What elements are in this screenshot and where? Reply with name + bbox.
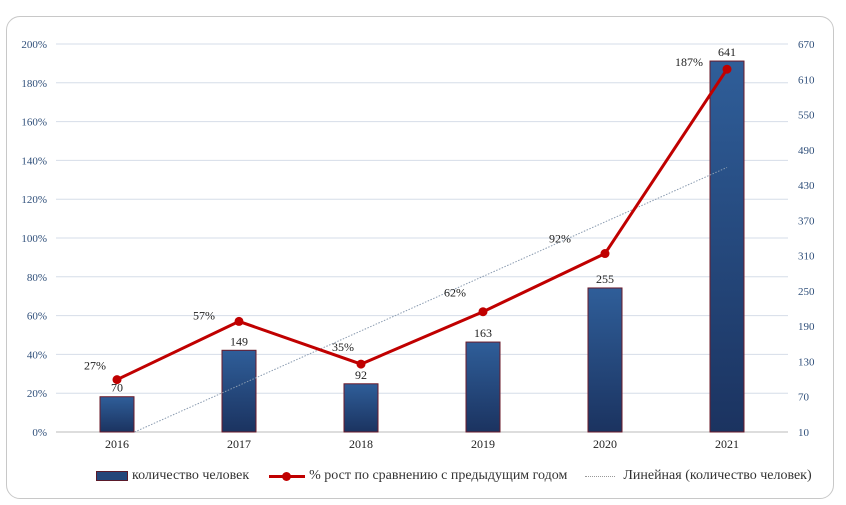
right-axis-tick: 430 [798,180,815,192]
bar-data-label: 92 [355,368,367,382]
growth-point [112,375,122,385]
bar [587,287,623,433]
left-axis-tick: 100% [21,233,47,245]
bar [343,383,379,433]
legend: количество человек % рост по сравнению с… [96,468,812,484]
legend-trend-label: Линейная (количество человек) [623,468,812,483]
growth-data-label: 35% [332,340,354,354]
growth-data-label: 62% [444,286,466,300]
x-axis-tick: 2021 [715,437,739,451]
bar-data-label: 149 [230,334,248,348]
right-axis-tick: 310 [798,251,815,263]
right-axis-tick: 250 [798,286,815,298]
right-axis-tick: 190 [798,321,815,333]
bar [99,396,135,433]
left-axis-tick: 40% [27,349,47,361]
growth-point [356,359,366,369]
x-axis-tick: 2019 [471,437,495,451]
bar-data-label: 641 [718,45,736,59]
bar-data-label: 163 [474,326,492,340]
right-axis-tick: 370 [798,215,815,227]
left-axis-tick: 180% [21,78,47,90]
growth-data-label: 27% [84,359,106,373]
growth-data-label: 57% [193,308,215,322]
left-axis-tick: 160% [21,117,47,129]
left-axis-tick: 140% [21,155,47,167]
legend-trend-swatch [585,475,616,477]
growth-line [116,68,729,381]
left-axis-tick: 120% [21,194,47,206]
right-axis-tick: 130 [798,356,815,368]
right-axis-tick: 610 [798,74,815,86]
left-axis-tick: 0% [32,427,47,439]
bar [221,349,257,433]
growth-data-label: 92% [549,232,571,246]
bar-data-label: 70 [111,381,123,395]
x-axis-tick: 2016 [105,437,129,451]
growth-point [478,307,488,317]
x-axis-tick: 2017 [227,437,251,451]
left-axis-tick: 200% [21,39,47,51]
bar-data-label: 255 [596,272,614,286]
x-axis-tick: 2018 [349,437,373,451]
legend-bar-label: количество человек [132,468,250,483]
x-axis-tick: 2020 [593,437,617,451]
right-axis-tick: 670 [798,39,815,51]
bar [709,60,745,433]
left-axis-tick: 60% [27,311,47,323]
legend-bar-swatch [96,471,128,481]
right-axis-tick: 550 [798,110,815,122]
trendline [134,166,728,433]
growth-point [600,249,610,259]
chart-frame [6,16,834,499]
left-axis-tick: 20% [27,388,47,400]
legend-line-label: % рост по сравнению с предыдущим годом [309,468,568,483]
growth-data-label: 187% [675,55,703,69]
growth-point [722,64,732,74]
right-axis-tick: 10 [798,427,810,439]
right-axis-tick: 70 [798,392,810,404]
growth-point [234,316,244,326]
bar [465,341,501,433]
left-axis-tick: 80% [27,272,47,284]
right-axis-tick: 490 [798,145,815,157]
legend-line-swatch [269,470,306,482]
